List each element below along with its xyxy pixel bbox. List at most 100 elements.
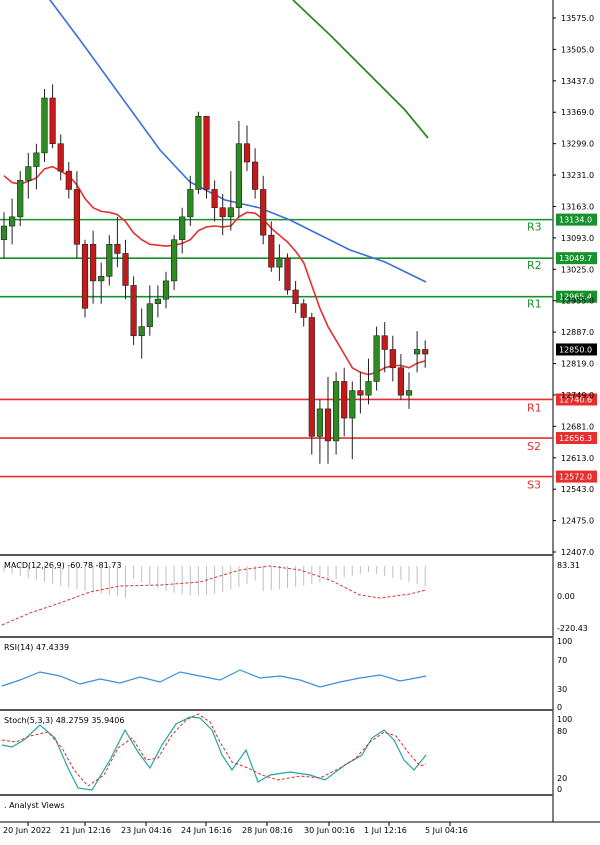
candle-body[interactable] bbox=[252, 161, 259, 190]
candle-body[interactable] bbox=[33, 152, 40, 167]
macd-label: MACD(12,26,9) -60.78 -81.73 bbox=[4, 561, 121, 570]
candle-body[interactable] bbox=[122, 253, 129, 286]
candle-body[interactable] bbox=[324, 408, 332, 442]
candle-body[interactable] bbox=[397, 367, 405, 396]
candle-body[interactable] bbox=[284, 257, 291, 291]
price-tick-label: 13163.0 bbox=[561, 202, 594, 211]
level-name-r1: R1 bbox=[527, 401, 542, 414]
level-name-r1: R1 bbox=[527, 298, 542, 311]
candle-body[interactable] bbox=[203, 115, 210, 190]
candle-body[interactable] bbox=[413, 349, 421, 355]
price-tick-label: 12819.0 bbox=[561, 360, 594, 369]
rsi-tick-label: 30 bbox=[557, 685, 567, 694]
candle-body[interactable] bbox=[276, 257, 283, 268]
rsi-tick-label: 70 bbox=[557, 656, 567, 665]
candle-body[interactable] bbox=[146, 303, 153, 327]
candle-body[interactable] bbox=[154, 298, 162, 305]
candle-body[interactable] bbox=[49, 97, 56, 145]
candle-body[interactable] bbox=[179, 216, 186, 241]
candle-body[interactable] bbox=[171, 239, 178, 282]
rsi-label: RSI(14) 47.4339 bbox=[4, 643, 69, 652]
macd-tick-label: 0.00 bbox=[557, 592, 575, 601]
candle-body[interactable] bbox=[381, 335, 388, 350]
candle-body[interactable] bbox=[260, 189, 267, 236]
ma-line-green bbox=[292, 0, 429, 139]
price-tick-label: 13505.0 bbox=[561, 45, 594, 54]
stoch-tick-label: 20 bbox=[557, 774, 567, 783]
candle-body[interactable] bbox=[9, 216, 16, 227]
candle-body[interactable] bbox=[389, 349, 396, 369]
candle-body[interactable] bbox=[292, 289, 299, 305]
candle-body[interactable] bbox=[227, 207, 234, 218]
candle-body[interactable] bbox=[0, 225, 8, 241]
time-tick-label: 23 Jun 04:16 bbox=[121, 826, 172, 835]
candle-body[interactable] bbox=[211, 189, 218, 209]
level-price-label: 13049.7 bbox=[559, 254, 592, 263]
candle-body[interactable] bbox=[332, 381, 340, 442]
level-price-tag bbox=[556, 252, 597, 265]
time-axis: 20 Jun 2022 21 Jun 12:16 23 Jun 04:16 24 Ju… bbox=[3, 822, 468, 835]
rsi-tick-label: 0 bbox=[557, 703, 562, 712]
candle-body[interactable] bbox=[373, 335, 380, 382]
grid-layer bbox=[0, 0, 600, 823]
price-tick-label: 12681.0 bbox=[561, 422, 594, 431]
macd-signal-line bbox=[1, 565, 427, 626]
ma-line-blue bbox=[49, 0, 427, 283]
ma-line-red bbox=[3, 165, 426, 376]
level-price-label: 13134.0 bbox=[559, 216, 592, 225]
candle-body[interactable] bbox=[195, 115, 202, 190]
current-price-tag bbox=[556, 343, 597, 356]
candle-body[interactable] bbox=[65, 170, 72, 190]
time-tick-label: 5 Jul 04:16 bbox=[425, 826, 468, 835]
candle-body[interactable] bbox=[341, 381, 348, 419]
candle-body[interactable] bbox=[300, 303, 307, 318]
candle-body[interactable] bbox=[81, 244, 89, 309]
price-tick-label: 12955.0 bbox=[561, 297, 594, 306]
candle-body[interactable] bbox=[308, 317, 315, 437]
candle-body[interactable] bbox=[219, 207, 226, 218]
candle-body[interactable] bbox=[90, 244, 97, 282]
price-axis: 13575.0 13505.0 13437.0 13369.0 13299.0 13231… bbox=[553, 14, 597, 557]
candle-body[interactable] bbox=[235, 143, 243, 209]
candle-body[interactable] bbox=[17, 180, 24, 218]
price-tick-label: 12613.0 bbox=[561, 454, 594, 463]
candle-body[interactable] bbox=[268, 234, 275, 268]
candle-body[interactable] bbox=[349, 390, 356, 419]
candle-body[interactable] bbox=[162, 280, 170, 300]
candle-body[interactable] bbox=[243, 143, 251, 163]
candle-body[interactable] bbox=[25, 166, 32, 181]
stoch-tick-label: 0 bbox=[557, 785, 562, 794]
candle-body[interactable] bbox=[73, 189, 80, 245]
level-price-tag bbox=[556, 213, 597, 226]
price-tick-label: 12887.0 bbox=[561, 328, 594, 337]
moving-average-layer bbox=[3, 0, 429, 376]
candle-body[interactable] bbox=[57, 143, 64, 172]
candle-body[interactable] bbox=[316, 408, 324, 437]
candle-body[interactable] bbox=[114, 244, 121, 254]
candle-body[interactable] bbox=[106, 244, 113, 277]
candle-body[interactable] bbox=[357, 390, 364, 396]
candle-body[interactable] bbox=[365, 381, 372, 396]
candle-body[interactable] bbox=[138, 326, 145, 337]
rsi-line bbox=[1, 669, 427, 688]
price-tick-label: 12475.0 bbox=[561, 517, 594, 526]
candle-body[interactable] bbox=[405, 390, 413, 396]
price-tick-label: 13575.0 bbox=[561, 14, 594, 23]
candle-body[interactable] bbox=[130, 285, 137, 337]
time-tick-label: 20 Jun 2022 bbox=[3, 826, 51, 835]
level-price-tag bbox=[556, 432, 597, 445]
stoch-k-line bbox=[1, 716, 427, 791]
rsi-tick-label: 100 bbox=[557, 637, 572, 646]
price-tick-label: 12749.0 bbox=[561, 391, 594, 400]
price-tick-label: 12407.0 bbox=[561, 548, 594, 557]
candles-layer[interactable] bbox=[0, 84, 429, 464]
level-name-s2: S2 bbox=[527, 440, 541, 453]
candle-body[interactable] bbox=[41, 97, 48, 154]
candle-body[interactable] bbox=[98, 276, 105, 282]
candle-body[interactable] bbox=[187, 189, 194, 218]
price-tick-label: 13025.0 bbox=[561, 265, 594, 274]
candle-body[interactable] bbox=[422, 349, 429, 355]
level-price-tag bbox=[556, 290, 597, 303]
